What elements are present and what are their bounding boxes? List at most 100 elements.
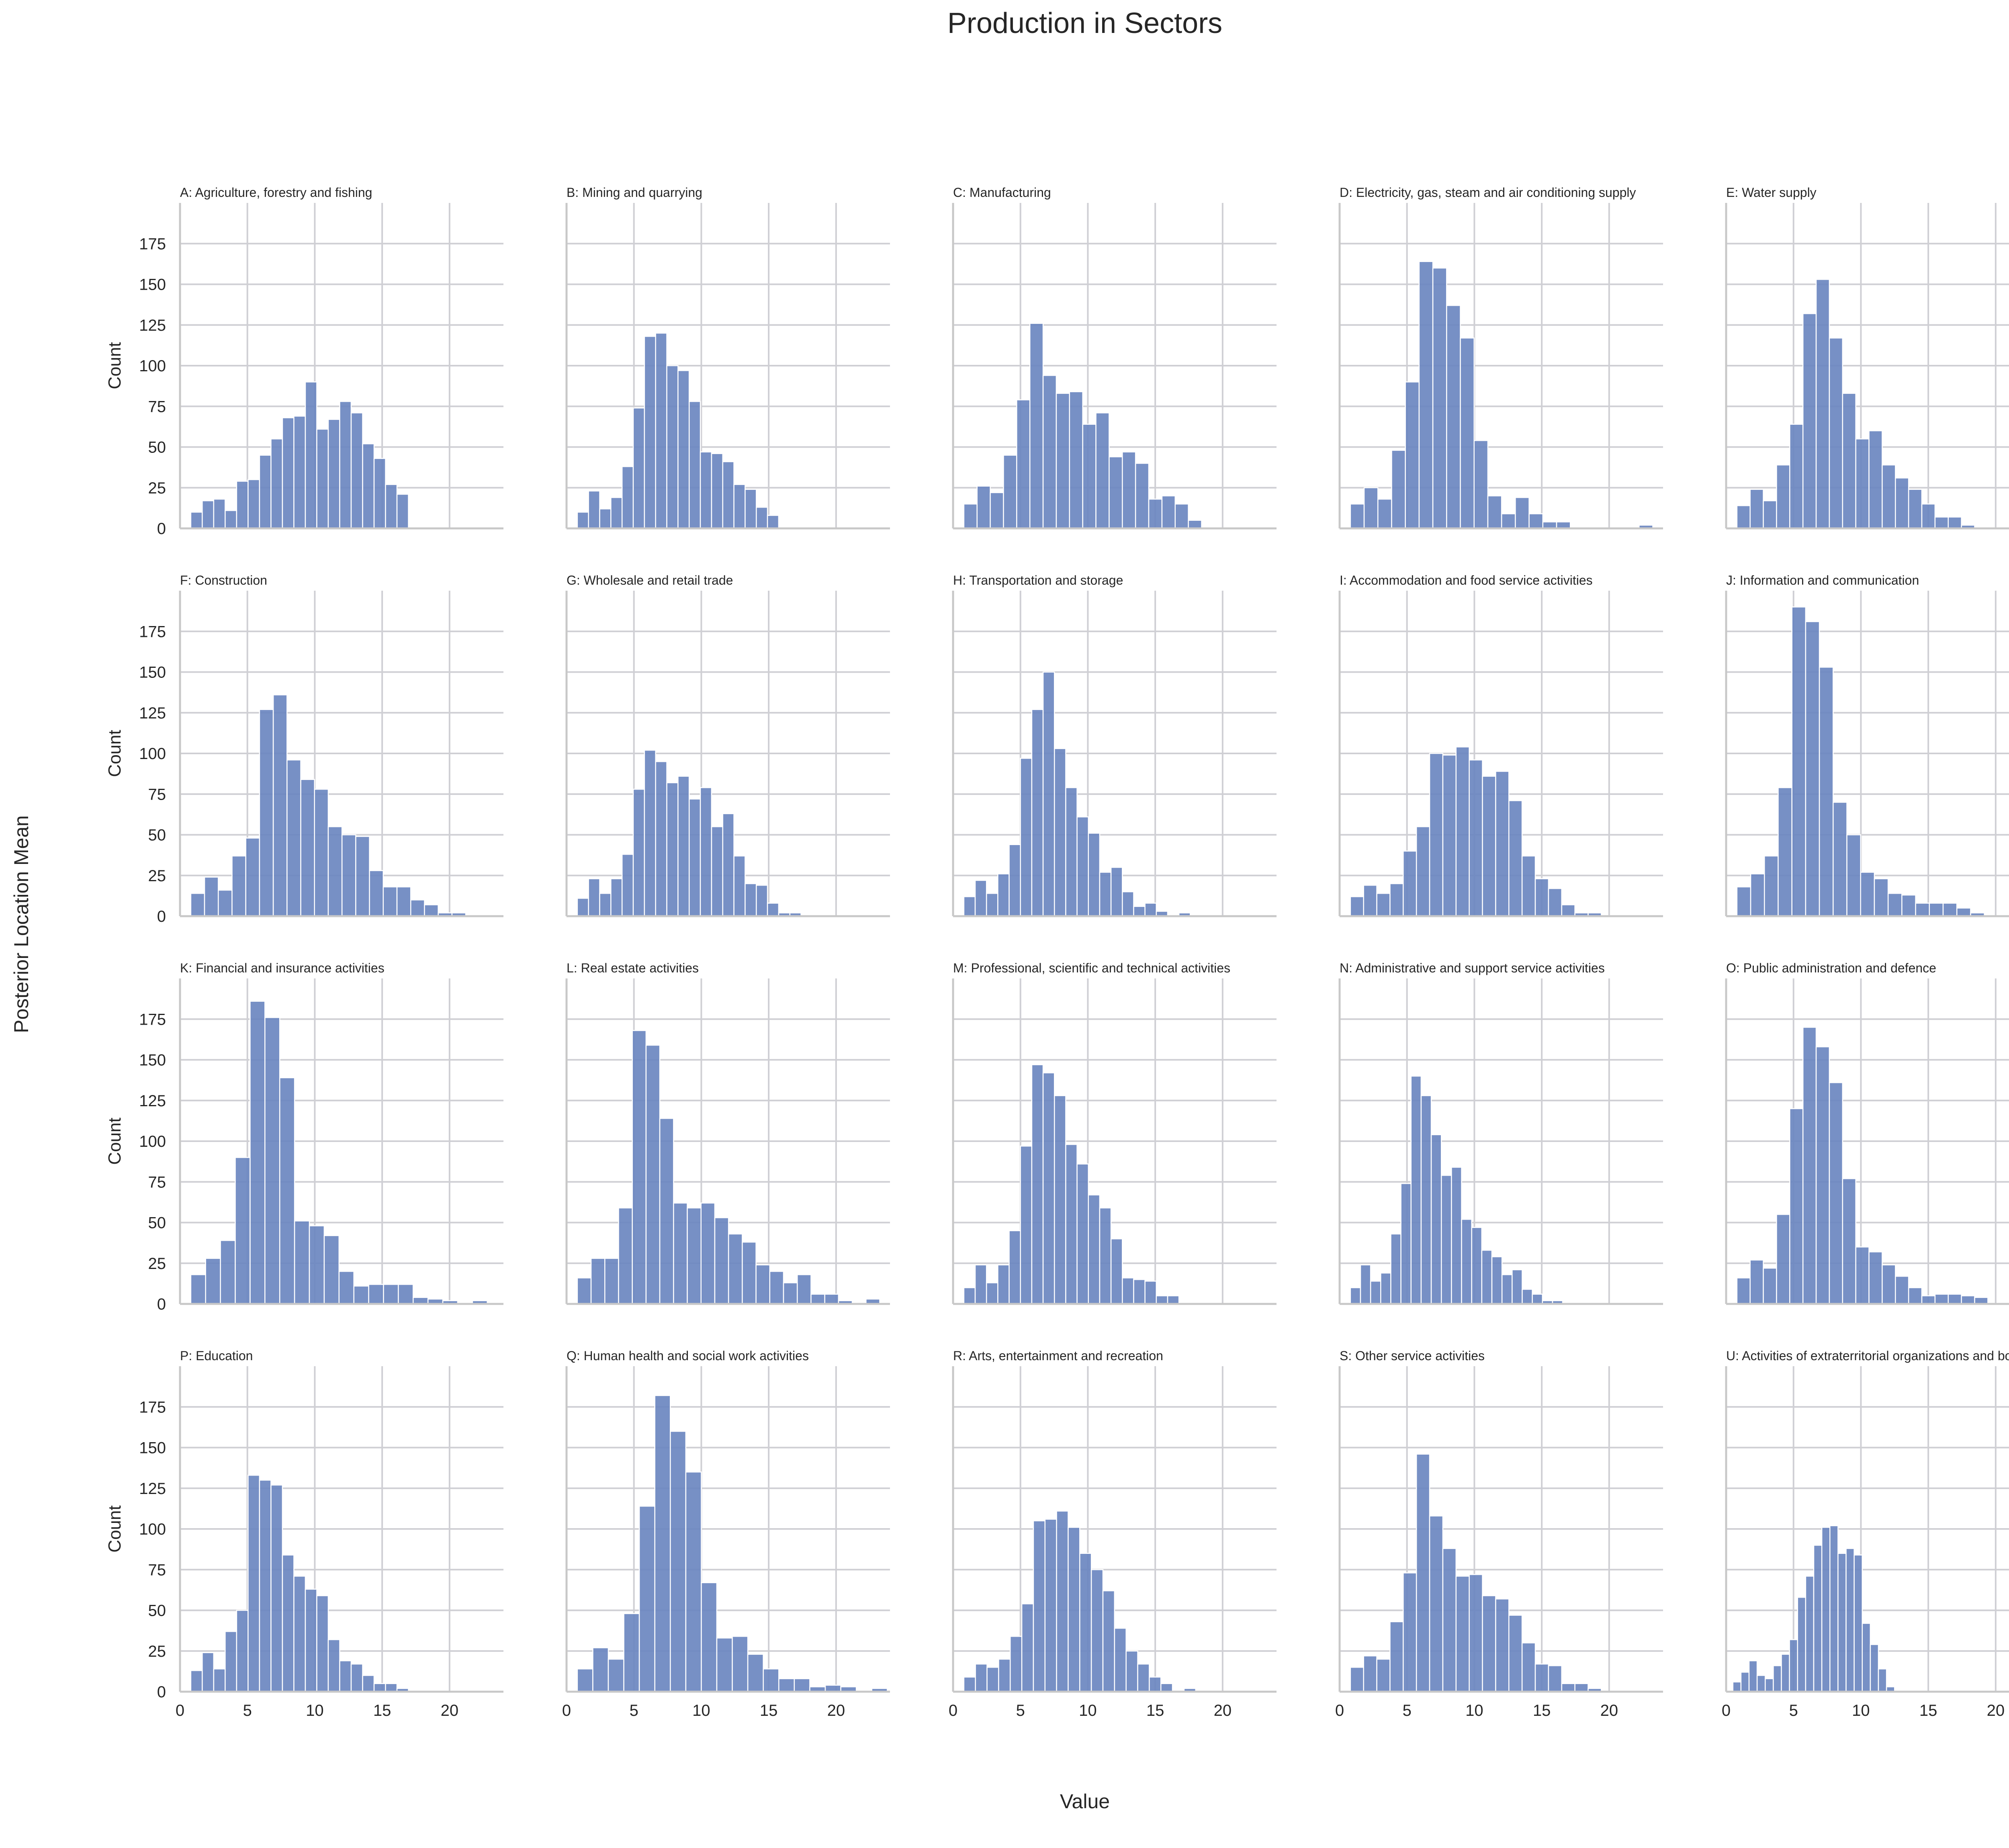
y-tick-label: 125 (139, 1092, 166, 1110)
histogram-bar (1802, 313, 1817, 529)
histogram-bar (1942, 903, 1958, 917)
histogram-bar (590, 1258, 606, 1305)
histogram-bar (1501, 513, 1516, 529)
histogram-bar (728, 1233, 743, 1305)
histogram-bar (1360, 1264, 1371, 1305)
histogram-bar (1065, 787, 1078, 917)
y-tick-label: 125 (139, 1480, 166, 1498)
y-tick-label: 25 (148, 867, 166, 885)
histogram-bar (714, 1217, 729, 1305)
histogram-bar (1736, 886, 1751, 917)
facet-panel: G: Wholesale and retail trade (565, 573, 890, 917)
histogram-bar (314, 788, 329, 917)
facet-panel: Q: Human health and social work activiti… (562, 1349, 890, 1719)
histogram-bar (1400, 1183, 1412, 1305)
histogram-bar (264, 1017, 280, 1305)
histogram-bar (747, 1654, 764, 1692)
histogram-bar (975, 1663, 988, 1692)
histogram-bar (1887, 893, 1903, 917)
x-tick-label: 0 (1722, 1702, 1731, 1719)
histogram-bar (1829, 337, 1843, 529)
histogram-bar (1862, 1623, 1871, 1692)
x-tick-label: 20 (1987, 1702, 2005, 1719)
histogram-bar (794, 1678, 810, 1692)
histogram-bar (225, 510, 237, 529)
x-tick-label: 5 (243, 1702, 252, 1719)
histogram-bar (316, 428, 329, 529)
histogram-bar (410, 899, 425, 917)
histogram-bar (1534, 1663, 1549, 1692)
histogram-bar (1003, 454, 1017, 529)
histogram-bar (1109, 456, 1123, 529)
histogram-bar (1009, 844, 1021, 917)
histogram-bar (986, 1667, 999, 1692)
histogram-bar (1430, 1134, 1442, 1305)
histogram-bar (1821, 1527, 1831, 1692)
histogram-bar (1088, 1194, 1101, 1305)
facet-panel: A: Agriculture, forestry and fishing 0 25 5… (105, 185, 503, 538)
x-tick-label: 0 (1335, 1702, 1344, 1719)
histogram-bar (1781, 1654, 1790, 1692)
histogram-bar (1776, 464, 1790, 529)
histogram-bar (1122, 451, 1136, 529)
histogram-bar (1033, 1520, 1046, 1692)
histogram-bar (1350, 896, 1364, 917)
histogram-bar (1561, 904, 1575, 917)
histogram-bar (1029, 323, 1044, 529)
histogram-bar (353, 1285, 369, 1305)
histogram-bar (767, 515, 779, 529)
histogram-bar (666, 365, 679, 529)
x-tick-label: 10 (1079, 1702, 1097, 1719)
histogram-bar (1042, 671, 1055, 917)
histogram-bar (1870, 1644, 1879, 1692)
histogram-bar (722, 461, 734, 529)
histogram-bar (1915, 903, 1930, 917)
histogram-bar (1736, 505, 1751, 529)
facet-panel: N: Administrative and support service ac… (1338, 961, 1663, 1305)
panel-title: B: Mining and quarrying (567, 185, 702, 200)
histogram-bar (1855, 438, 1870, 529)
histogram-bar (670, 1431, 687, 1692)
histogram-bar (218, 889, 233, 917)
histogram-bar (685, 1471, 702, 1692)
y-tick-label: 0 (157, 908, 166, 925)
panel-title: A: Agriculture, forestry and fishing (180, 185, 372, 200)
histogram-bar (1749, 489, 1764, 529)
histogram-bar (608, 1658, 624, 1692)
histogram-bar (1188, 520, 1202, 529)
histogram-bar (1042, 375, 1057, 529)
histogram-bar (1534, 878, 1549, 917)
histogram-bar (1161, 495, 1176, 529)
facet-panel: D: Electricity, gas, steam and air condi… (1338, 185, 1663, 530)
histogram-bar (1481, 1250, 1493, 1305)
histogram-bar (1432, 267, 1447, 529)
histogram-bar (250, 1001, 266, 1305)
histogram-bar (1956, 907, 1971, 917)
histogram-bar (369, 870, 384, 917)
histogram-bar (638, 1506, 655, 1692)
histogram-bar (655, 761, 667, 917)
y-tick-label: 75 (148, 786, 166, 803)
histogram-bar (974, 880, 987, 917)
histogram-bar (1031, 1064, 1044, 1305)
histogram-bar (1748, 1660, 1758, 1692)
panel-title: E: Water supply (1726, 185, 1817, 200)
histogram-bar (632, 1030, 647, 1305)
histogram-bar (1455, 1576, 1470, 1692)
histogram-bar (190, 1274, 206, 1305)
panel-title: O: Public administration and defence (1726, 961, 1936, 975)
facet-panel: K: Financial and insurance activities 0 25… (105, 961, 503, 1313)
histogram-bar (1363, 487, 1379, 529)
y-tick-label: 175 (139, 623, 166, 641)
histogram-bar (1133, 906, 1146, 917)
histogram-bar (350, 1663, 363, 1692)
histogram-bar (963, 1287, 976, 1305)
histogram-bar (235, 1157, 251, 1305)
histogram-bar (1416, 826, 1430, 917)
y-tick-label: 0 (157, 1295, 166, 1313)
histogram-bar (997, 873, 1010, 917)
histogram-bar (986, 1282, 998, 1305)
histogram-bar (1882, 464, 1896, 529)
histogram-bar (373, 458, 386, 529)
histogram-bar (1390, 1233, 1401, 1305)
